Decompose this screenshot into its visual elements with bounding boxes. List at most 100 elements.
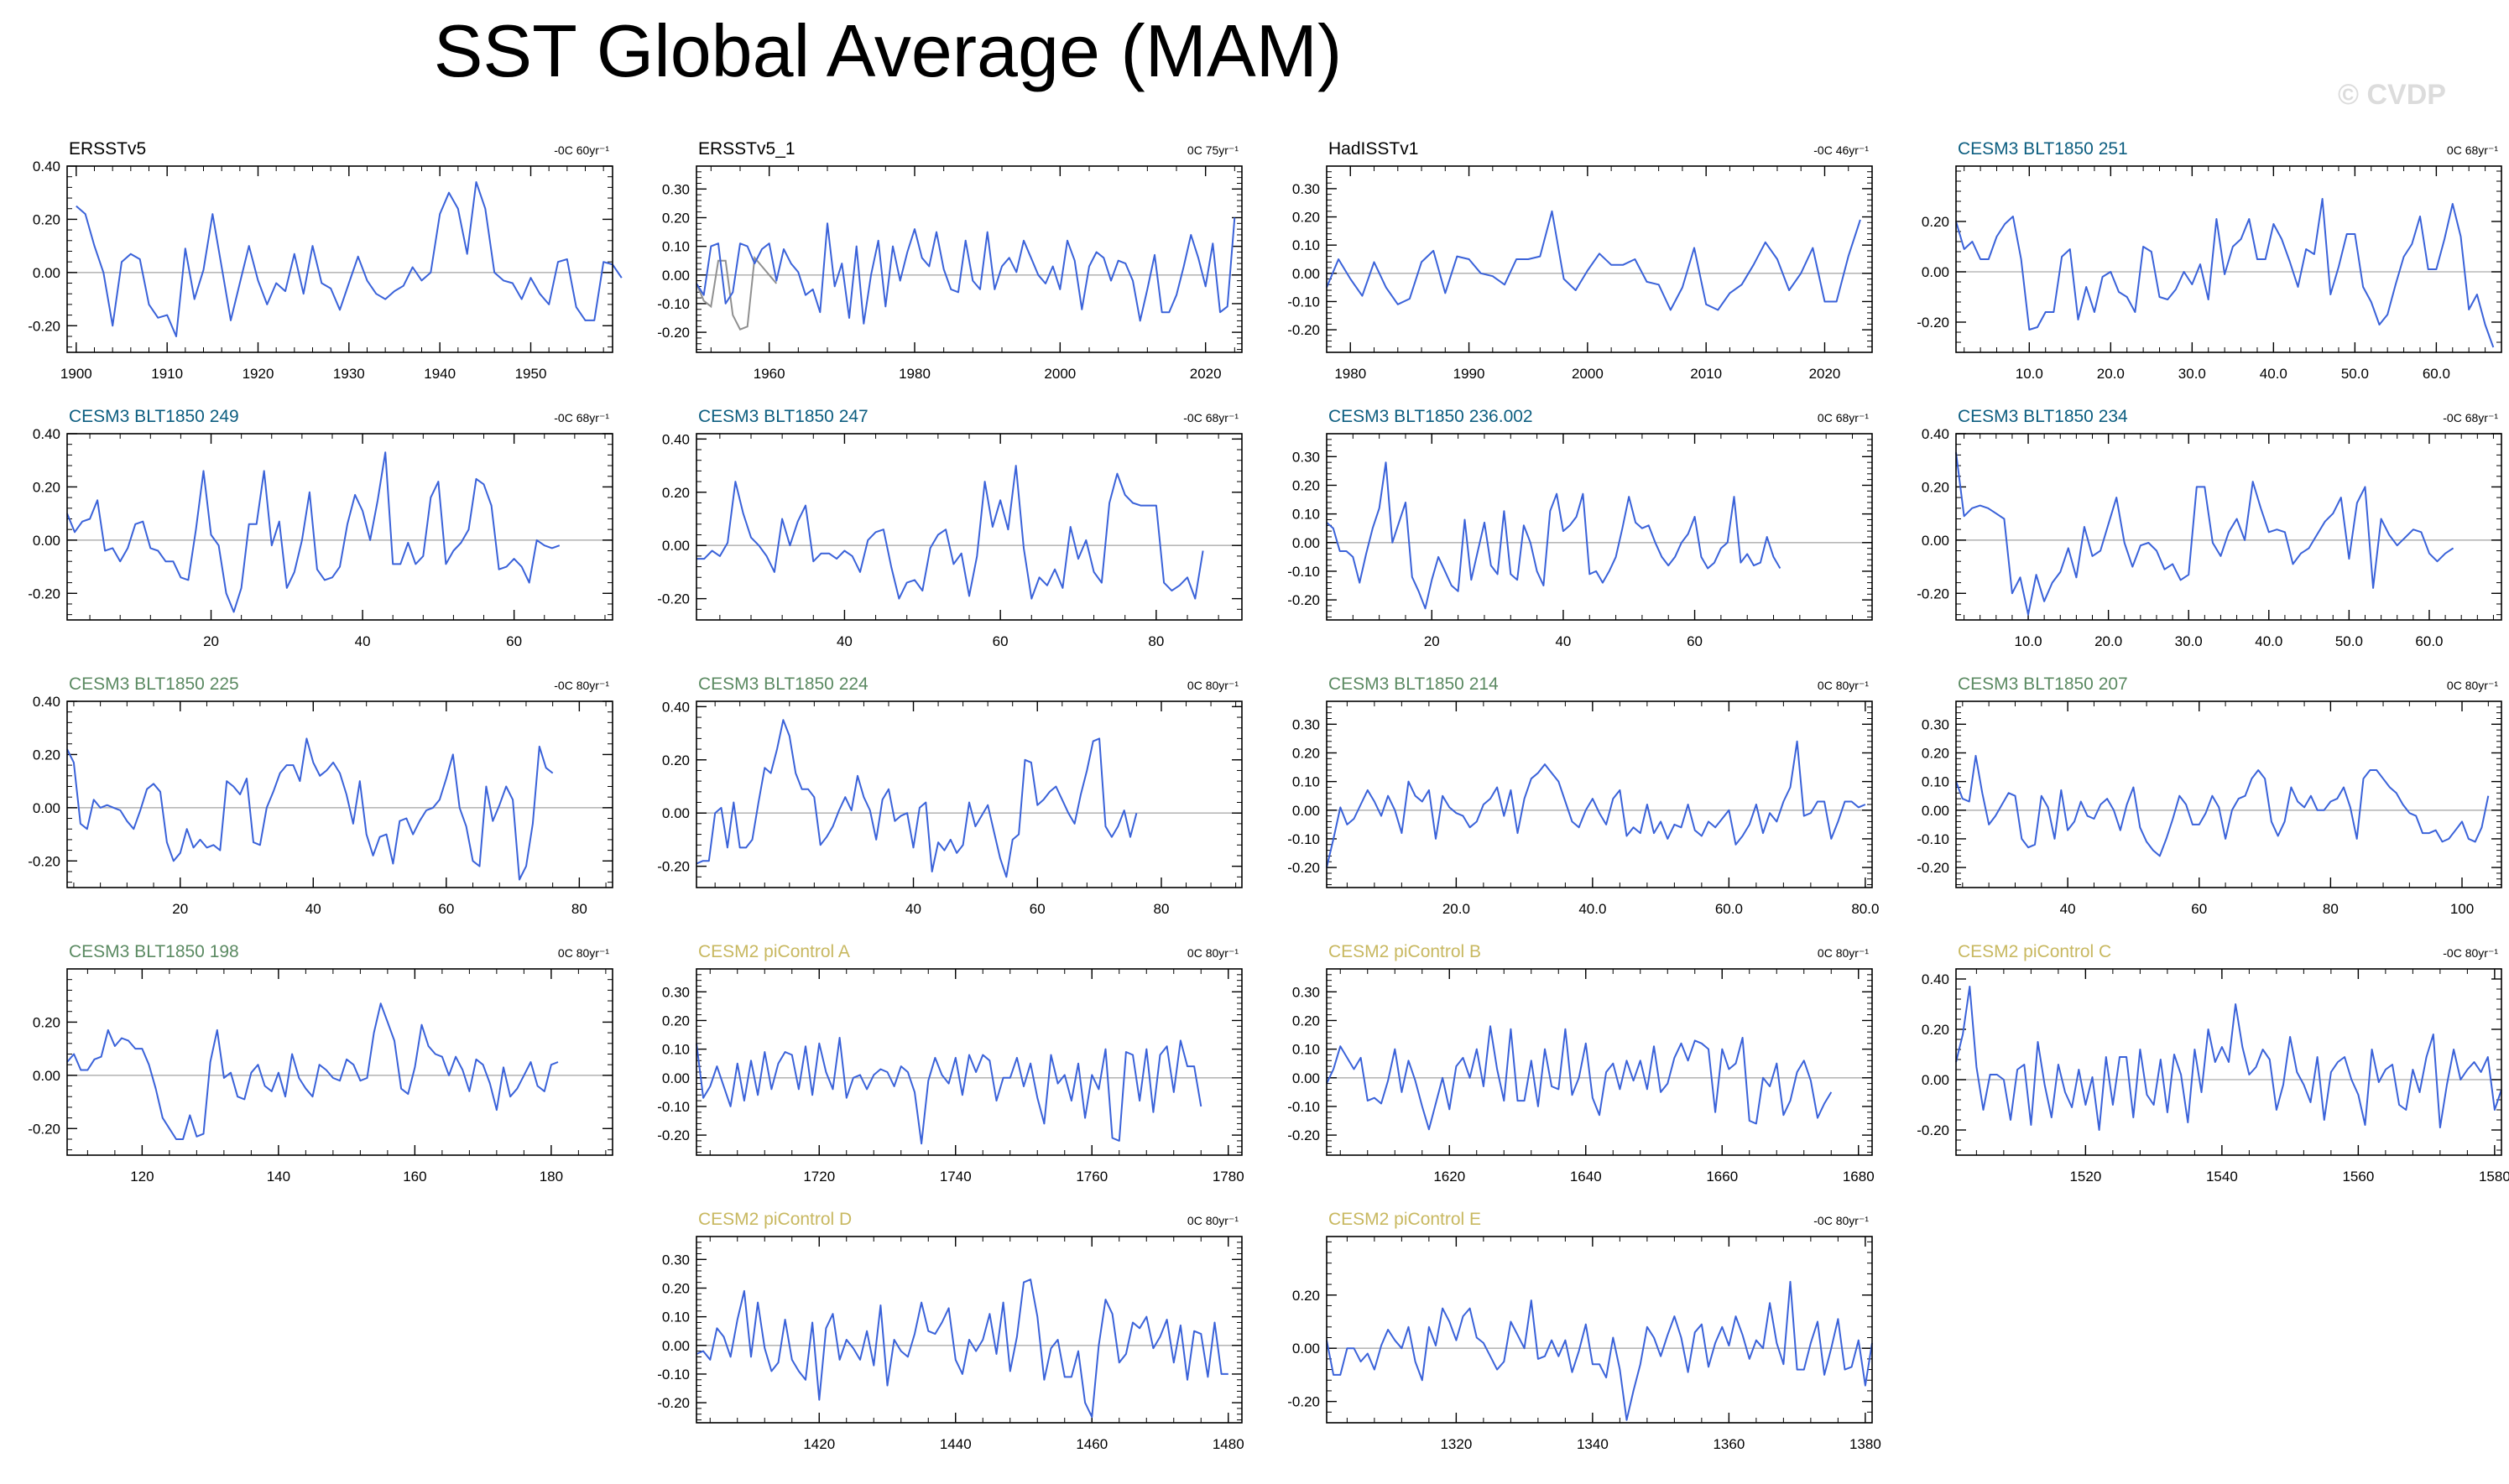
x-tick-label: 1920: [243, 366, 274, 382]
y-tick-label: 0.20: [662, 210, 690, 226]
y-tick-label: 0.20: [33, 1014, 60, 1030]
x-tick-label: 40: [1555, 633, 1571, 649]
plot-frame: [1326, 165, 1873, 353]
x-tick-label: 20.0: [2094, 633, 2122, 649]
x-tick-label: 1960: [754, 366, 785, 382]
y-tick-label: 0.20: [1292, 1288, 1320, 1304]
y-tick-label: 0.40: [1922, 971, 1949, 987]
series-line: [696, 217, 1236, 325]
trend-label: -0C 68yr⁻¹: [554, 411, 609, 424]
series-line: [696, 465, 1204, 600]
series-line: [1326, 461, 1781, 610]
y-tick-label: -0.20: [1917, 1122, 1949, 1138]
plot-frame: [66, 968, 613, 1156]
trend-label: -0C 80yr⁻¹: [2443, 946, 2498, 960]
y-tick-label: 0.00: [1922, 264, 1949, 280]
x-tick-label: 1760: [1076, 1169, 1108, 1185]
series-line: [696, 719, 1138, 878]
plot-frame: [1955, 968, 2502, 1156]
trend-label: -0C 68yr⁻¹: [2443, 411, 2498, 424]
trend-label: 0C 68yr⁻¹: [1818, 411, 1869, 424]
x-tick-label: 1640: [1570, 1169, 1602, 1185]
trend-label: 0C 80yr⁻¹: [1187, 1214, 1239, 1227]
panel-name: CESM3 BLT1850 224: [698, 674, 868, 694]
y-tick-label: 0.10: [1292, 774, 1320, 790]
panel-cesm3-blt1850-207: CESM3 BLT1850 207 0C 80yr⁻¹ -0.20 -0.10 0.00…: [1917, 674, 2502, 917]
trend-label: -0C 68yr⁻¹: [1183, 411, 1239, 424]
y-tick-label: -0.10: [1287, 294, 1320, 310]
y-tick-label: 0.10: [1292, 1042, 1320, 1058]
x-tick-label: 80: [571, 901, 587, 917]
y-tick-label: -0.20: [28, 318, 60, 334]
plot-frame: [1955, 165, 2502, 353]
y-tick-label: 0.20: [1292, 477, 1320, 493]
plot-frame: [696, 700, 1243, 888]
y-tick-label: 0.20: [662, 485, 690, 501]
y-tick-label: 0.00: [1922, 533, 1949, 549]
y-tick-label: 0.30: [1292, 716, 1320, 732]
panel-cesm3-blt1850-251: CESM3 BLT1850 251 0C 68yr⁻¹ -0.20 0.00 0.20 1…: [1917, 139, 2502, 382]
x-tick-label: 1440: [940, 1436, 972, 1452]
x-tick-label: 40: [837, 633, 853, 649]
y-tick-label: 0.00: [1292, 535, 1320, 551]
y-tick-label: -0.20: [1917, 586, 1949, 601]
series-line: [1955, 986, 2502, 1131]
trend-label: 0C 80yr⁻¹: [1187, 946, 1239, 960]
x-tick-label: 60: [438, 901, 454, 917]
x-tick-label: 2020: [1190, 366, 1222, 382]
x-tick-label: 120: [130, 1169, 154, 1185]
x-tick-label: 40: [355, 633, 371, 649]
y-tick-label: -0.20: [28, 586, 60, 601]
x-tick-label: 1900: [60, 366, 92, 382]
y-tick-label: 0.20: [1292, 745, 1320, 761]
y-tick-label: 0.20: [1922, 1022, 1949, 1038]
y-tick-label: 0.20: [1922, 745, 1949, 761]
panel-cesm3-blt1850-247: CESM3 BLT1850 247 -0C 68yr⁻¹ -0.20 0.00 0.20…: [657, 407, 1243, 649]
x-tick-label: 40: [2060, 901, 2076, 917]
y-tick-label: 0.30: [1292, 181, 1320, 197]
plot-frame: [66, 433, 613, 621]
y-tick-label: 0.20: [33, 211, 60, 227]
y-tick-label: 0.00: [33, 265, 60, 281]
x-tick-label: 2000: [1572, 366, 1604, 382]
x-tick-label: 1980: [899, 366, 931, 382]
x-tick-label: 60: [2191, 901, 2207, 917]
panel-ersstv5: ERSSTv5 -0C 60yr⁻¹ -0.20 0.00 0.20 0.40 1900 19…: [28, 139, 623, 382]
series-line: [66, 737, 554, 881]
plot-frame: [1326, 968, 1873, 1156]
x-tick-label: 1620: [1433, 1169, 1465, 1185]
trend-label: 0C 68yr⁻¹: [2447, 143, 2498, 157]
y-tick-label: -0.20: [28, 853, 60, 869]
panel-cesm3-blt1850-198: CESM3 BLT1850 198 0C 80yr⁻¹ -0.20 0.00 0.20 1…: [28, 942, 613, 1185]
x-tick-label: 60.0: [1715, 901, 1743, 917]
trend-label: -0C 60yr⁻¹: [554, 143, 609, 157]
y-tick-label: 0.20: [1292, 1013, 1320, 1028]
trend-label: 0C 80yr⁻¹: [2447, 679, 2498, 692]
series-line: [696, 1278, 1228, 1419]
y-tick-label: 0.10: [1292, 507, 1320, 523]
panel-cesm2-picontrol-b: CESM2 piControl B 0C 80yr⁻¹ -0.20 -0.10 0.00…: [1287, 942, 1874, 1185]
series-line: [66, 451, 561, 613]
panel-cesm2-picontrol-c: CESM2 piControl C -0C 80yr⁻¹ -0.20 0.00 0.20…: [1917, 942, 2509, 1185]
cvdp-watermark: © CVDP: [2338, 79, 2446, 111]
y-tick-label: -0.20: [657, 859, 690, 875]
y-tick-label: -0.20: [1287, 592, 1320, 608]
x-tick-label: 40: [305, 901, 321, 917]
x-tick-label: 1740: [940, 1169, 972, 1185]
x-tick-label: 1360: [1713, 1436, 1745, 1452]
y-tick-label: 0.30: [1922, 716, 1949, 732]
panel-cesm3-blt1850-249: CESM3 BLT1850 249 -0C 68yr⁻¹ -0.20 0.00 0.20…: [28, 407, 613, 649]
y-tick-label: 0.20: [33, 479, 60, 495]
x-tick-label: 50.0: [2335, 633, 2363, 649]
x-tick-label: 1660: [1706, 1169, 1738, 1185]
y-tick-label: 0.00: [1292, 803, 1320, 819]
x-tick-label: 1540: [2206, 1169, 2238, 1185]
x-tick-label: 20.0: [2097, 366, 2125, 382]
y-tick-label: 0.30: [662, 984, 690, 1000]
series-line: [696, 1037, 1202, 1145]
y-tick-label: 0.00: [662, 1338, 690, 1354]
x-tick-label: 60: [993, 633, 1009, 649]
x-tick-label: 1380: [1849, 1436, 1881, 1452]
x-tick-label: 1320: [1440, 1436, 1472, 1452]
panel-cesm2-picontrol-e: CESM2 piControl E -0C 80yr⁻¹ -0.20 0.00 0.20…: [1287, 1210, 1881, 1452]
